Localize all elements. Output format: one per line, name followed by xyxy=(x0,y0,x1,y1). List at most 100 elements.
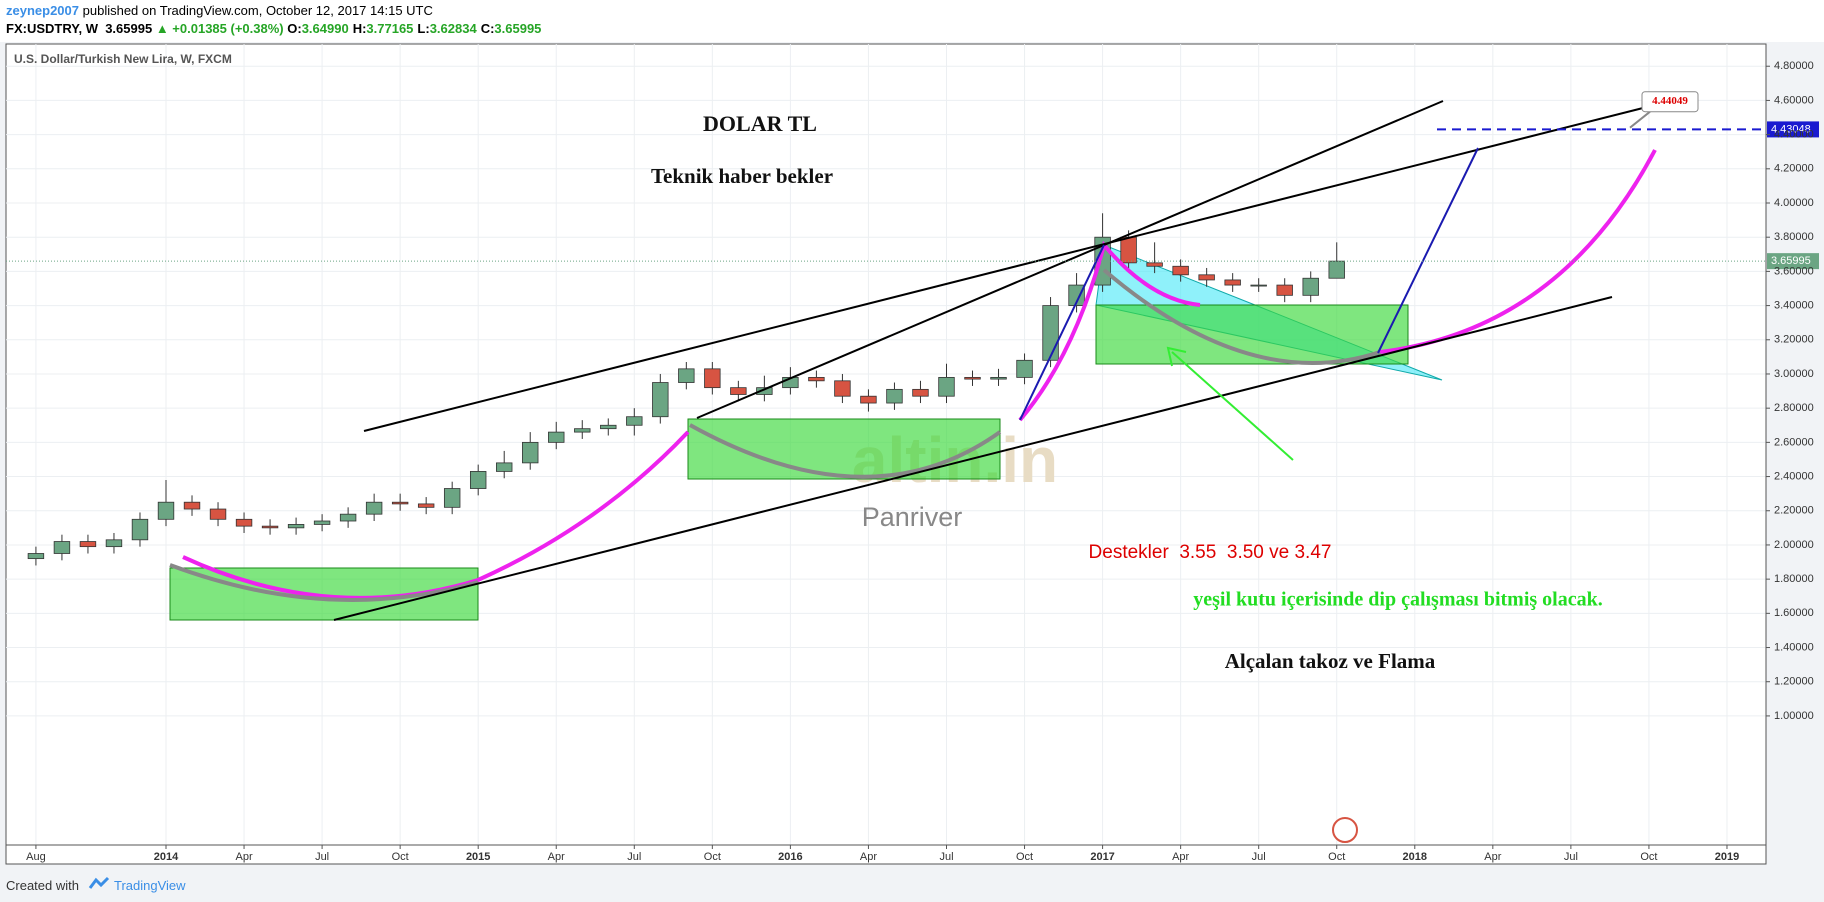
x-tick-label: Apr xyxy=(235,851,252,863)
x-tick-label: Jul xyxy=(315,851,329,863)
y-tick-label: 2.00000 xyxy=(1774,539,1814,551)
candle-body xyxy=(339,513,357,522)
arrow xyxy=(1171,351,1294,461)
x-tick-label: 2017 xyxy=(1090,851,1114,863)
candle-body xyxy=(1276,284,1293,296)
candle-body xyxy=(990,376,1007,380)
levels: 3.65995 4.43048 4.44049 xyxy=(6,91,1819,270)
candle-body xyxy=(443,488,461,508)
x-tick-label: Apr xyxy=(860,851,877,863)
logo xyxy=(88,876,110,889)
candle-body xyxy=(313,520,331,525)
y-tick-label: 3.80000 xyxy=(1774,231,1814,243)
trend-line xyxy=(363,107,1644,432)
y-tick-label: 2.60000 xyxy=(1774,436,1814,448)
candle-body xyxy=(756,387,773,395)
y-tick-label: 4.80000 xyxy=(1774,60,1814,72)
candle-body xyxy=(417,503,435,508)
annotation: Panriver xyxy=(862,502,963,532)
candle-body xyxy=(860,395,877,404)
ohlc-label: C: xyxy=(480,21,495,36)
candle-body xyxy=(574,428,591,433)
candle-body xyxy=(235,518,253,527)
candle-body xyxy=(1250,284,1267,287)
x-tick-label: Apr xyxy=(548,851,565,863)
publish-line: zeynep2007 published on TradingView.com,… xyxy=(6,3,433,18)
x-tick-label: Oct xyxy=(1016,851,1033,863)
change: ▲ +0.01385 (+0.38%) xyxy=(155,21,284,36)
target-tag xyxy=(1767,121,1819,138)
y-tick-label: 3.20000 xyxy=(1774,334,1814,346)
x-tick-label: Jul xyxy=(1564,851,1578,863)
x-tick-label: 2018 xyxy=(1403,851,1427,863)
target-label: 4.43048 xyxy=(1771,123,1811,135)
y-tick-label: 2.20000 xyxy=(1774,505,1814,517)
y-tick-label: 4.00000 xyxy=(1774,197,1814,209)
x-tick-label: Oct xyxy=(1640,851,1657,863)
candle-body xyxy=(626,416,643,426)
candle-body xyxy=(808,376,825,382)
ohlc-label: L: xyxy=(417,21,430,36)
event-icon[interactable] xyxy=(1332,817,1358,843)
candle-body xyxy=(1120,236,1137,264)
curve xyxy=(169,563,479,602)
candle-body xyxy=(496,462,513,472)
curve xyxy=(1102,268,1381,365)
y-tick-label: 3.60000 xyxy=(1774,265,1814,277)
drawings xyxy=(169,100,1657,621)
candle-body xyxy=(1198,274,1215,281)
candle-body xyxy=(1146,262,1163,267)
candle-body xyxy=(209,508,227,520)
candle-body xyxy=(365,501,383,515)
trend-line xyxy=(696,100,1444,419)
candle-body xyxy=(1302,277,1319,296)
candle-body xyxy=(1172,265,1189,276)
symbol: FX:USDTRY, W xyxy=(6,21,98,36)
x-tick-label: 2016 xyxy=(778,851,802,863)
candle-body xyxy=(1224,279,1241,286)
candle-body xyxy=(1068,284,1085,306)
arrow-head xyxy=(1166,346,1187,367)
last-price-label: 3.65995 xyxy=(1771,255,1811,267)
candle-body xyxy=(131,518,149,541)
annotation: Alçalan takoz ve Flama xyxy=(1225,649,1436,673)
annotation: Destekler 3.55 3.50 ve 3.47 xyxy=(1089,542,1332,563)
candle-body xyxy=(522,441,539,464)
y-tick-label: 4.40000 xyxy=(1774,129,1814,141)
header: zeynep2007 published on TradingView.com,… xyxy=(0,0,1824,42)
chart-title: U.S. Dollar/Turkish New Lira, W, FXCM xyxy=(14,52,232,66)
trend-line xyxy=(1019,244,1105,421)
ohlc-value: 3.65995 xyxy=(494,21,542,36)
x-tick-label: Oct xyxy=(1328,851,1345,863)
x-tick-label: 2014 xyxy=(154,851,179,863)
callout-box xyxy=(1641,91,1699,113)
y-tick-label: 4.60000 xyxy=(1774,94,1814,106)
candle-body xyxy=(261,525,279,529)
callout-pointer xyxy=(1629,110,1651,129)
y-tick-label: 1.80000 xyxy=(1774,573,1814,585)
brand[interactable]: TradingView xyxy=(114,878,186,893)
candle-body xyxy=(834,380,851,397)
x-tick-label: Jul xyxy=(1252,851,1266,863)
candle-body xyxy=(27,553,45,560)
curve xyxy=(182,430,690,600)
candle-body xyxy=(704,368,721,389)
candle-body xyxy=(912,388,929,397)
annotations: DOLAR TL Teknik haber bekler Destekler 3.5… xyxy=(651,111,1603,673)
x-tick-label: 2015 xyxy=(466,851,490,863)
y-tick-label: 3.40000 xyxy=(1774,299,1814,311)
y-tick-label: 1.40000 xyxy=(1774,641,1814,653)
candle-body xyxy=(79,541,97,548)
candle-body xyxy=(730,387,747,395)
candle-body xyxy=(652,382,669,418)
author[interactable]: zeynep2007 xyxy=(6,3,79,18)
y-tick-label: 1.20000 xyxy=(1774,676,1814,688)
x-tick-label: Apr xyxy=(1172,851,1189,863)
annotation: yeşil kutu içerisinde dip çalışması bitm… xyxy=(1193,589,1602,611)
x-tick-label: Jul xyxy=(939,851,953,863)
annotation: DOLAR TL xyxy=(703,111,817,136)
candle-body xyxy=(548,431,565,443)
grid xyxy=(6,44,1766,845)
y-tick-label: 1.60000 xyxy=(1774,607,1814,619)
y-tick-label: 4.20000 xyxy=(1774,163,1814,175)
